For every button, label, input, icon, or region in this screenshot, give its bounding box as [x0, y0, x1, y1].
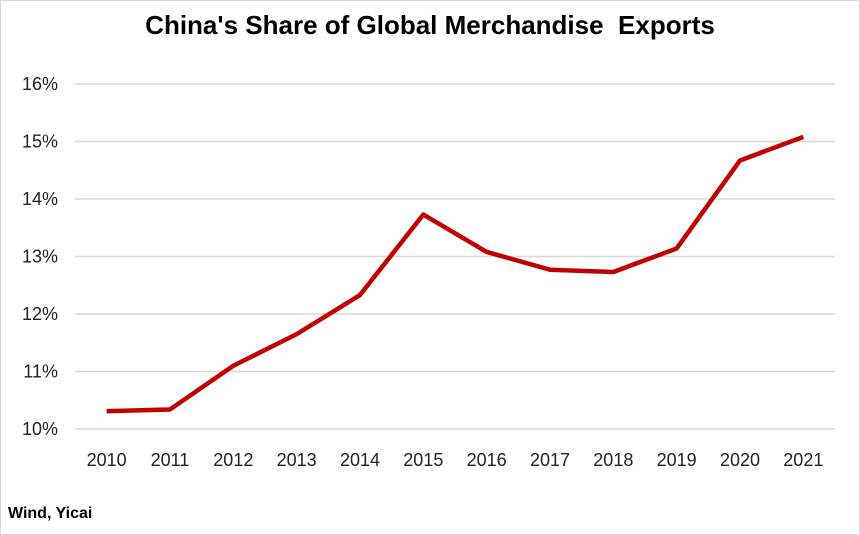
- x-tick-label: 2014: [340, 450, 380, 470]
- chart-title: China's Share of Global Merchandise Expo…: [145, 10, 715, 40]
- x-tick-label: 2011: [151, 450, 190, 470]
- y-tick-label: 11%: [23, 362, 58, 382]
- source-note: Wind, Yicai: [8, 505, 93, 522]
- x-tick-label: 2018: [593, 450, 633, 470]
- y-tick-label: 16%: [22, 74, 58, 94]
- x-tick-label: 2010: [87, 450, 127, 470]
- y-tick-label: 12%: [22, 304, 58, 324]
- y-tick-label: 13%: [22, 247, 58, 267]
- x-tick-label: 2017: [530, 450, 570, 470]
- x-tick-label: 2020: [720, 450, 760, 470]
- x-tick-label: 2013: [277, 450, 317, 470]
- series-line: [106, 134, 805, 414]
- x-tick-label: 2016: [467, 450, 507, 470]
- y-tick-label: 15%: [22, 132, 58, 152]
- x-tick-label: 2021: [783, 450, 823, 470]
- x-tick-label: 2015: [403, 450, 443, 470]
- y-tick-label: 14%: [22, 189, 58, 209]
- y-tick-label: 10%: [22, 419, 58, 439]
- x-tick-label: 2019: [657, 450, 697, 470]
- x-tick-label: 2012: [213, 450, 253, 470]
